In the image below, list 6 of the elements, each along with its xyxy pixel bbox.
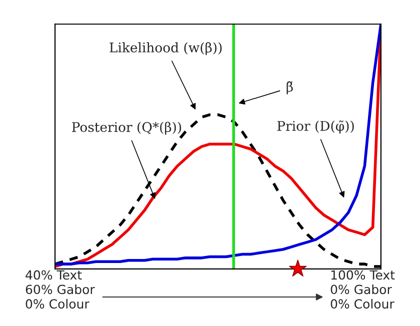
text: 40% Text 60% Gabor 0% Colour (26, 270, 95, 309)
text: 100% Text 0% Gabor 0% Colour (330, 270, 395, 309)
annotation: Posterior (Q*(β)) (72, 122, 182, 135)
annotation: Prior (D(φ̃)) (277, 120, 354, 134)
annotation: Likelihood (w(β)) (110, 42, 222, 56)
annotation: β̃ (286, 81, 293, 94)
